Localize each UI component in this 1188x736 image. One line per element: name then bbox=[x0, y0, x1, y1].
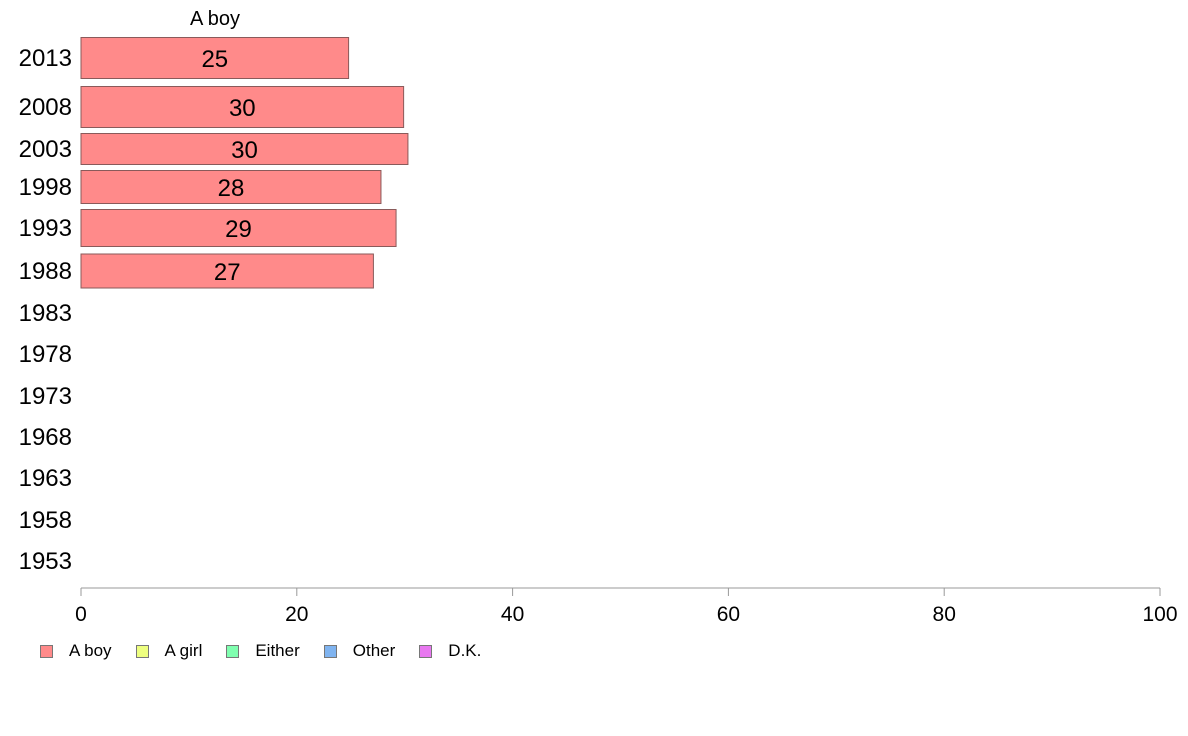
y-tick-label: 1953 bbox=[19, 548, 72, 575]
y-tick-label: 1963 bbox=[19, 465, 72, 492]
bar bbox=[80, 37, 350, 79]
legend-label: Either bbox=[255, 641, 300, 660]
column-header: A boy bbox=[190, 8, 240, 30]
legend-item-either: Either bbox=[226, 641, 300, 661]
legend: A boy A girl Either Other D.K. bbox=[40, 641, 505, 661]
y-tick-label: 1993 bbox=[19, 215, 72, 242]
bar bbox=[80, 86, 405, 128]
legend-swatch bbox=[419, 644, 433, 658]
legend-item-a-girl: A girl bbox=[135, 641, 203, 661]
x-tick-label: 20 bbox=[285, 603, 308, 626]
legend-item-other: Other bbox=[323, 641, 396, 661]
legend-item-dk: D.K. bbox=[419, 641, 481, 661]
y-tick-label: 1968 bbox=[19, 424, 72, 451]
year-labels: 2013 2008 2003 1998 1993 1988 1983 1978 1973 1968… bbox=[19, 45, 72, 575]
x-axis-ticks: 0 20 40 60 80 100 bbox=[75, 588, 1178, 626]
x-tick-label: 80 bbox=[933, 603, 956, 626]
y-tick-label: 2008 bbox=[19, 94, 72, 121]
bar-value-label: 27 bbox=[214, 259, 241, 286]
y-tick-label: 2003 bbox=[19, 136, 72, 163]
y-tick-label: 1958 bbox=[19, 507, 72, 534]
bar bbox=[80, 133, 409, 165]
legend-swatch bbox=[323, 644, 337, 658]
bar-value-label: 30 bbox=[231, 137, 258, 164]
y-tick-label: 1988 bbox=[19, 258, 72, 285]
y-tick-label: 1983 bbox=[19, 300, 72, 327]
y-tick-label: 1998 bbox=[19, 174, 72, 201]
x-tick-label: 100 bbox=[1142, 603, 1177, 626]
y-tick-label: 1978 bbox=[19, 341, 72, 368]
legend-label: D.K. bbox=[448, 641, 482, 660]
bar-value-label: 25 bbox=[201, 46, 228, 73]
bar bbox=[80, 170, 382, 204]
bar-value-label: 28 bbox=[218, 175, 245, 202]
y-tick-label: 2013 bbox=[19, 45, 72, 72]
legend-swatch bbox=[40, 644, 53, 658]
bar bbox=[80, 209, 397, 247]
bar-value-label: 30 bbox=[229, 95, 256, 122]
legend-label: Other bbox=[352, 641, 396, 660]
legend-swatch bbox=[135, 644, 149, 658]
x-tick-label: 60 bbox=[717, 603, 740, 626]
x-tick-label: 0 bbox=[75, 603, 87, 626]
legend-swatch bbox=[226, 644, 240, 658]
legend-label: A girl bbox=[164, 641, 203, 660]
bar bbox=[80, 253, 374, 289]
legend-label: A boy bbox=[69, 641, 112, 660]
y-tick-label: 1973 bbox=[19, 383, 72, 410]
legend-item-a-boy: A boy bbox=[40, 641, 112, 661]
x-tick-label: 40 bbox=[501, 603, 524, 626]
bar-value-label: 29 bbox=[225, 216, 252, 243]
